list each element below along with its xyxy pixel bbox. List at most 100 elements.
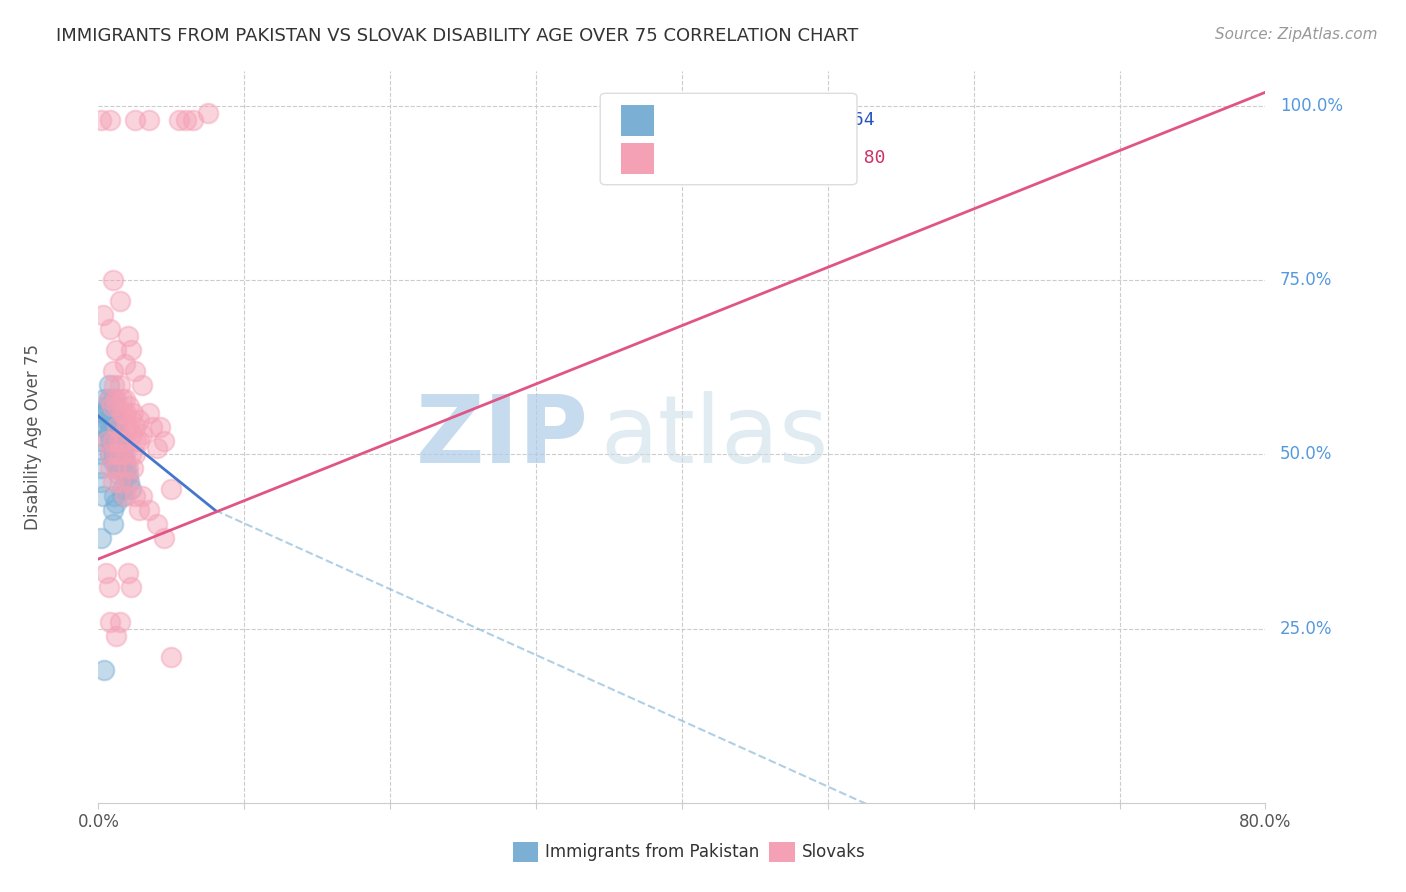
Point [100,434,122,448]
Point [138,503,160,517]
Point [96,399,118,413]
Point [104,441,127,455]
Point [160,649,183,664]
Point [105,461,128,475]
Point [103,377,125,392]
Point [160,483,183,497]
Point [153,434,176,448]
Point [101,426,124,441]
Point [105,434,128,448]
Point [111,454,134,468]
Point [146,517,169,532]
Point [121,426,143,441]
Point [114,454,136,468]
Point [131,489,153,503]
Point [98,461,121,475]
Text: Immigrants from Pakistan: Immigrants from Pakistan [546,843,759,861]
Point [101,475,124,490]
Point [108,468,131,483]
Bar [621,143,654,174]
Point [101,441,124,455]
Point [100,419,122,434]
Text: 25.0%: 25.0% [1279,620,1333,638]
Text: 75.0%: 75.0% [1279,271,1333,289]
Point [101,517,124,532]
Bar [621,105,654,136]
Point [117,419,139,434]
Point [124,448,146,462]
Point [104,426,127,441]
Point [96,412,118,426]
Point [98,448,121,462]
Point [104,392,127,406]
Point [117,329,139,343]
Point [110,475,132,490]
Point [124,364,146,378]
Point [114,357,136,371]
Text: IMMIGRANTS FROM PAKISTAN VS SLOVAK DISABILITY AGE OVER 75 CORRELATION CHART: IMMIGRANTS FROM PAKISTAN VS SLOVAK DISAB… [56,27,859,45]
Point [105,419,128,434]
Point [110,615,132,629]
Point [114,489,136,503]
Point [98,113,121,128]
Point [98,448,121,462]
Point [120,483,142,497]
Point [97,377,120,392]
Point [103,419,125,434]
Point [114,448,136,462]
Point [124,489,146,503]
Text: Disability Age Over 75: Disability Age Over 75 [24,344,42,530]
Point [141,419,163,434]
Point [103,406,125,420]
Point [105,399,128,413]
Text: R = -0.350   N = 64: R = -0.350 N = 64 [668,112,875,129]
Point [124,113,146,128]
Point [104,629,127,643]
Point [117,566,139,580]
Point [101,364,124,378]
Point [167,113,190,128]
Point [108,441,131,455]
Point [117,475,139,490]
Point [89,434,111,448]
Point [118,399,141,413]
Bar [769,841,796,862]
Point [110,448,132,462]
Point [197,106,219,120]
Point [138,113,160,128]
Point [125,434,148,448]
Point [122,461,145,475]
Point [90,461,112,475]
Point [103,448,125,462]
Point [101,434,124,448]
Point [105,448,128,462]
Point [97,392,120,406]
Point [98,419,121,434]
Point [94,419,117,434]
Point [112,448,135,462]
Point [94,406,117,420]
Point [112,434,135,448]
Point [110,461,132,475]
Point [111,392,134,406]
Point [103,489,125,503]
Point [100,399,122,413]
Point [149,419,172,434]
Point [101,454,124,468]
Point [124,419,146,434]
Point [181,113,204,128]
Point [101,503,124,517]
Point [112,406,135,420]
Point [120,412,142,426]
Text: Slovaks: Slovaks [801,843,866,861]
Text: R =   0.514   N = 80: R = 0.514 N = 80 [668,149,886,168]
Text: ZIP: ZIP [416,391,589,483]
Point [131,426,153,441]
Point [122,406,145,420]
Point [90,531,112,545]
Point [118,475,141,490]
Point [101,273,124,287]
Point [104,343,127,357]
Point [110,434,132,448]
Point [153,531,176,545]
